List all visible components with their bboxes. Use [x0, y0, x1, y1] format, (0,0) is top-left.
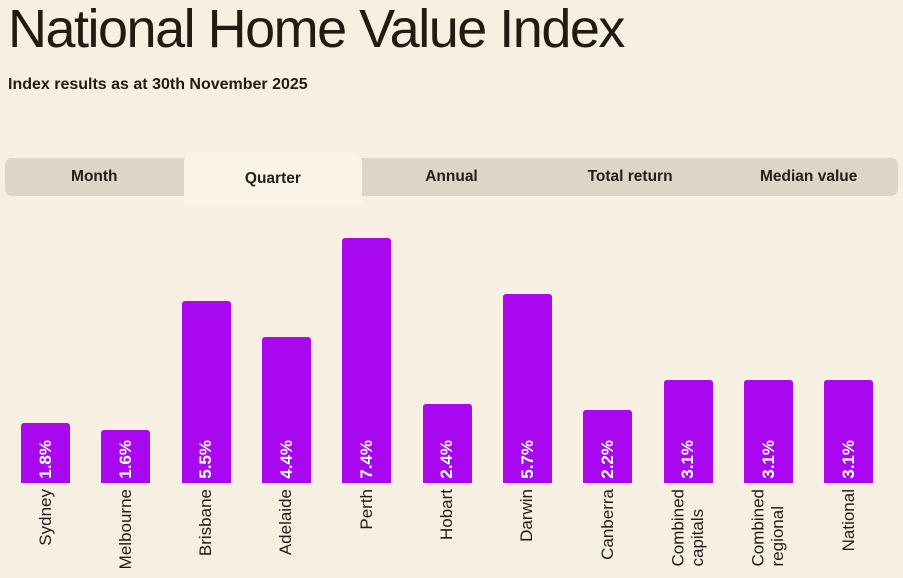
- bar-category-wrap: National: [839, 489, 859, 551]
- bar-category-label: Brisbane: [196, 489, 216, 557]
- bar-category-label: Melbourne: [116, 489, 136, 570]
- bar-category-label: Combined capitals: [668, 489, 708, 567]
- bar-chart: 1.8% Sydney 1.6% Melbourne 5.5% Brisbane 4.4% A…: [0, 197, 903, 569]
- tab-total-return[interactable]: Total return: [587, 168, 673, 185]
- bar-value-wrap: 3.1%: [664, 440, 713, 479]
- tab-annual[interactable]: Annual: [425, 168, 478, 185]
- bar-national[interactable]: 3.1% National: [824, 380, 874, 551]
- bar-sydney[interactable]: 1.8% Sydney: [21, 423, 70, 546]
- bar-value-wrap: 3.1%: [744, 440, 793, 479]
- bar-hobart[interactable]: 2.4% Hobart: [422, 403, 472, 540]
- tab-month[interactable]: Month: [71, 168, 118, 185]
- bar-category-wrap: Sydney: [36, 489, 56, 546]
- bar-value-label: 3.1%: [758, 440, 778, 479]
- bar-combined-capitals[interactable]: 3.1% Combined capitals: [663, 380, 713, 567]
- tab-bar: Month Quarter Annual Total return Median val…: [5, 153, 898, 205]
- bar-category-label: Combined regional: [748, 489, 788, 567]
- bar-category-label: Darwin: [517, 489, 537, 542]
- bar-value-wrap: 4.4%: [262, 440, 311, 479]
- bar-value-label: 3.1%: [839, 440, 859, 479]
- bar-adelaide[interactable]: 4.4% Adelaide: [261, 337, 311, 555]
- bar-value-wrap: 2.2%: [583, 440, 632, 479]
- bar-value-label: 2.4%: [437, 440, 457, 479]
- bar-value-label: 5.5%: [196, 440, 216, 479]
- page-subtitle: Index results as at 30th November 2025: [8, 76, 308, 93]
- bar-category-wrap: Melbourne: [116, 489, 136, 569]
- bar-value-wrap: 1.8%: [21, 440, 70, 479]
- bar-category-label: Sydney: [35, 489, 55, 546]
- bar-category-wrap: Darwin: [518, 489, 538, 542]
- bar-value-wrap: 5.5%: [182, 440, 231, 479]
- bar-combined-regional[interactable]: 3.1% Combined regional: [743, 380, 793, 567]
- bar-category-wrap: Hobart: [437, 489, 457, 540]
- bar-value-label: 2.2%: [598, 440, 618, 479]
- bar-category-wrap: Perth: [357, 489, 377, 530]
- bar-value-label: 5.7%: [517, 440, 537, 479]
- bar-category-label: National: [839, 489, 859, 552]
- bar-category-wrap: Combined capitals: [669, 489, 708, 567]
- tab-quarter[interactable]: Quarter: [183, 153, 363, 205]
- page-title: National Home Value Index: [8, 0, 625, 59]
- bar-value-label: 7.4%: [357, 440, 377, 479]
- bar-canberra[interactable]: 2.2% Canberra: [583, 410, 633, 560]
- bar-category-wrap: Combined regional: [749, 489, 788, 567]
- bar-value-wrap: 1.6%: [101, 440, 150, 479]
- bar-perth[interactable]: 7.4% Perth: [342, 238, 392, 530]
- bar-value-wrap: 7.4%: [342, 440, 391, 479]
- bar-value-wrap: 5.7%: [503, 440, 552, 479]
- bar-value-label: 4.4%: [276, 440, 296, 479]
- bar-category-wrap: Adelaide: [277, 489, 297, 555]
- bar-value-wrap: 2.4%: [423, 440, 472, 479]
- bar-category-label: Adelaide: [276, 489, 296, 556]
- bar-category-label: Perth: [357, 489, 377, 530]
- bar-value-wrap: 3.1%: [824, 440, 873, 479]
- tab-median-value[interactable]: Median value: [760, 168, 858, 185]
- bar-brisbane[interactable]: 5.5% Brisbane: [181, 300, 231, 556]
- bar-category-label: Canberra: [598, 489, 618, 560]
- bar-value-label: 1.8%: [35, 440, 55, 479]
- bar-category-wrap: Canberra: [598, 489, 618, 560]
- bar-category-label: Hobart: [437, 489, 457, 541]
- bar-value-label: 1.6%: [116, 440, 136, 479]
- bar-value-label: 3.1%: [678, 440, 698, 479]
- bar-melbourne[interactable]: 1.6% Melbourne: [101, 430, 151, 569]
- bar-darwin[interactable]: 5.7% Darwin: [502, 294, 552, 542]
- bar-category-wrap: Brisbane: [196, 489, 216, 556]
